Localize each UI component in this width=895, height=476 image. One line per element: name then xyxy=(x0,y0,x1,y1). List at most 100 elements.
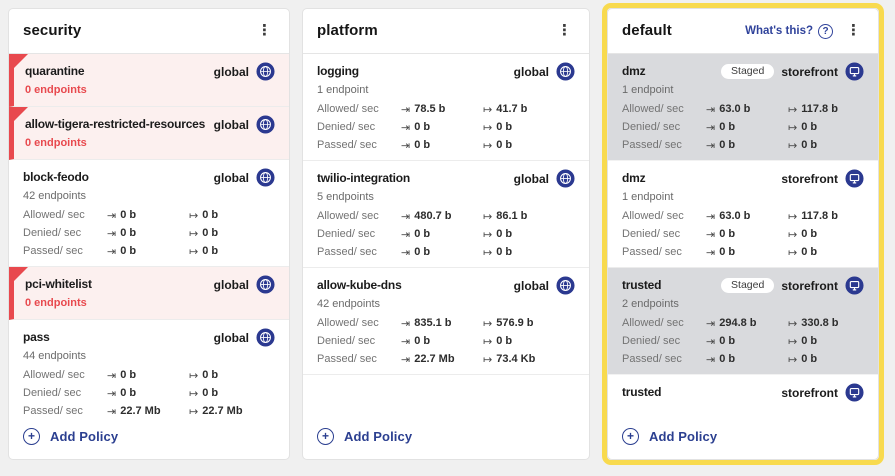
endpoints-count: 1 endpoint xyxy=(622,191,674,203)
policy-name: block-feodo xyxy=(23,170,89,184)
policy-scope: global xyxy=(513,64,549,79)
globe-icon xyxy=(256,115,275,134)
stat-value: 0 b xyxy=(801,353,818,365)
column-title: security xyxy=(23,22,82,39)
stat-row-passed: Passed/ sec ⇥ 22.7 Mb ↦ 22.7 Mb xyxy=(23,404,275,416)
policy-name: logging xyxy=(317,64,359,78)
policy-scope: storefront xyxy=(781,171,838,186)
stat-label: Passed/ sec xyxy=(622,139,682,151)
stat-value: 0 b xyxy=(120,387,137,399)
policy-card-logging[interactable]: logging global 1 endpoint Allowed/ sec ⇥… xyxy=(303,54,589,161)
stat-label: Passed/ sec xyxy=(317,139,377,151)
policy-name: trusted xyxy=(622,278,662,292)
endpoints-count: 42 endpoints xyxy=(23,190,86,202)
policy-card-trusted-staged[interactable]: trusted Staged storefront 2 endpoints Al… xyxy=(608,268,878,375)
traffic-stats: Allowed/ sec ⇥ 835.1 b ↦ 576.9 b Denied/ s… xyxy=(317,316,575,366)
ingress-icon: ⇥ xyxy=(706,316,716,330)
globe-icon xyxy=(556,62,575,81)
policy-column-security: security ⋮ quarantine global 0 endpoints… xyxy=(8,8,290,460)
stat-row-allowed: Allowed/ sec ⇥ 78.5 b ↦ 41.7 b xyxy=(317,102,575,116)
policy-name: dmz xyxy=(622,171,646,185)
add-policy-button[interactable]: + Add Policy xyxy=(608,416,878,459)
card-list: dmz Staged storefront 1 endpoint Allowed… xyxy=(608,54,878,416)
namespace-icon xyxy=(845,169,864,188)
ingress-icon: ⇥ xyxy=(107,386,117,400)
stat-value: 0 b xyxy=(120,369,137,381)
stat-value: 0 b xyxy=(202,227,219,239)
egress-icon: ↦ xyxy=(483,209,493,223)
policy-scope: global xyxy=(213,64,249,79)
stat-value: 86.1 b xyxy=(496,210,528,222)
ingress-icon: ⇥ xyxy=(706,245,716,259)
stat-row-passed: Passed/ sec ⇥ 0 b ↦ 0 b xyxy=(317,245,575,259)
ingress-icon: ⇥ xyxy=(706,334,716,348)
stat-row-allowed: Allowed/ sec ⇥ 0 b ↦ 0 b xyxy=(23,368,275,382)
egress-icon: ↦ xyxy=(788,138,798,152)
ingress-icon: ⇥ xyxy=(401,352,411,366)
policy-scope: global xyxy=(213,170,249,185)
endpoints-count: 1 endpoint xyxy=(317,84,369,96)
stat-value: 835.1 b xyxy=(414,317,452,329)
stat-value: 117.8 b xyxy=(801,103,838,115)
add-policy-button[interactable]: + Add Policy xyxy=(303,416,589,459)
policy-card-twilio-integration[interactable]: twilio-integration global 5 endpoints Al… xyxy=(303,161,589,268)
stat-value: 0 b xyxy=(120,227,137,239)
card-list: logging global 1 endpoint Allowed/ sec ⇥… xyxy=(303,54,589,416)
policy-card-allow-tigera-restricted-resources[interactable]: allow-tigera-restricted-resources global… xyxy=(9,107,289,160)
policy-name: twilio-integration xyxy=(317,171,411,185)
ingress-icon: ⇥ xyxy=(107,226,117,240)
add-policy-label: Add Policy xyxy=(649,429,718,444)
policy-card-pci-whitelist[interactable]: pci-whitelist global 0 endpoints xyxy=(9,267,289,320)
stat-row-denied: Denied/ sec ⇥ 0 b ↦ 0 b xyxy=(317,120,575,134)
stat-label: Denied/ sec xyxy=(317,121,376,133)
stat-value: 0 b xyxy=(496,228,513,240)
policy-card-trusted[interactable]: trusted storefront xyxy=(608,375,878,410)
ingress-icon: ⇥ xyxy=(107,244,117,258)
ingress-icon: ⇥ xyxy=(401,120,411,134)
policy-card-dmz-staged[interactable]: dmz Staged storefront 1 endpoint Allowed… xyxy=(608,54,878,161)
stat-row-allowed: Allowed/ sec ⇥ 835.1 b ↦ 576.9 b xyxy=(317,316,575,330)
policy-card-block-feodo[interactable]: block-feodo global 42 endpoints Allowed/… xyxy=(9,160,289,267)
add-policy-button[interactable]: + Add Policy xyxy=(9,416,289,459)
plus-circle-icon: + xyxy=(622,428,639,445)
stat-label: Passed/ sec xyxy=(23,245,83,257)
policy-scope: storefront xyxy=(781,278,838,293)
policy-card-pass[interactable]: pass global 44 endpoints Allowed/ sec ⇥ 0… xyxy=(9,320,289,416)
endpoints-count: 2 endpoints xyxy=(622,298,679,310)
stat-value: 0 b xyxy=(202,387,219,399)
column-title: platform xyxy=(317,22,378,39)
stat-value: 22.7 Mb xyxy=(414,353,455,365)
traffic-stats: Allowed/ sec ⇥ 480.7 b ↦ 86.1 b Denied/ se… xyxy=(317,209,575,259)
kebab-menu-icon[interactable]: ⋮ xyxy=(846,22,861,39)
policy-scope: storefront xyxy=(781,64,838,79)
policy-card-dmz[interactable]: dmz storefront 1 endpoint Allowed/ sec ⇥… xyxy=(608,161,878,268)
globe-icon xyxy=(256,168,275,187)
stat-value: 0 b xyxy=(202,209,219,221)
egress-icon: ↦ xyxy=(788,245,798,259)
stat-value: 63.0 b xyxy=(719,103,751,115)
egress-icon: ↦ xyxy=(189,368,199,382)
ingress-icon: ⇥ xyxy=(706,120,716,134)
add-policy-label: Add Policy xyxy=(344,429,413,444)
column-header: platform ⋮ xyxy=(303,9,589,54)
stat-value: 0 b xyxy=(496,139,513,151)
namespace-icon xyxy=(845,276,864,295)
namespace-icon xyxy=(845,383,864,402)
stat-value: 0 b xyxy=(120,209,137,221)
policy-card-allow-kube-dns[interactable]: allow-kube-dns global 42 endpoints Allow… xyxy=(303,268,589,375)
stat-value: 0 b xyxy=(719,228,736,240)
policy-name: dmz xyxy=(622,64,646,78)
globe-icon xyxy=(256,328,275,347)
kebab-menu-icon[interactable]: ⋮ xyxy=(257,22,272,39)
stat-value: 0 b xyxy=(719,353,736,365)
traffic-stats: Allowed/ sec ⇥ 78.5 b ↦ 41.7 b Denied/ sec… xyxy=(317,102,575,152)
policy-card-quarantine[interactable]: quarantine global 0 endpoints xyxy=(9,54,289,107)
stat-row-denied: Denied/ sec ⇥ 0 b ↦ 0 b xyxy=(622,334,864,348)
kebab-menu-icon[interactable]: ⋮ xyxy=(557,22,572,39)
ingress-icon: ⇥ xyxy=(107,368,117,382)
globe-icon xyxy=(256,62,275,81)
ingress-icon: ⇥ xyxy=(706,352,716,366)
whats-this-link[interactable]: What's this? ? xyxy=(745,23,833,39)
whats-this-label: What's this? xyxy=(745,25,813,37)
endpoints-count: 0 endpoints xyxy=(25,297,87,309)
